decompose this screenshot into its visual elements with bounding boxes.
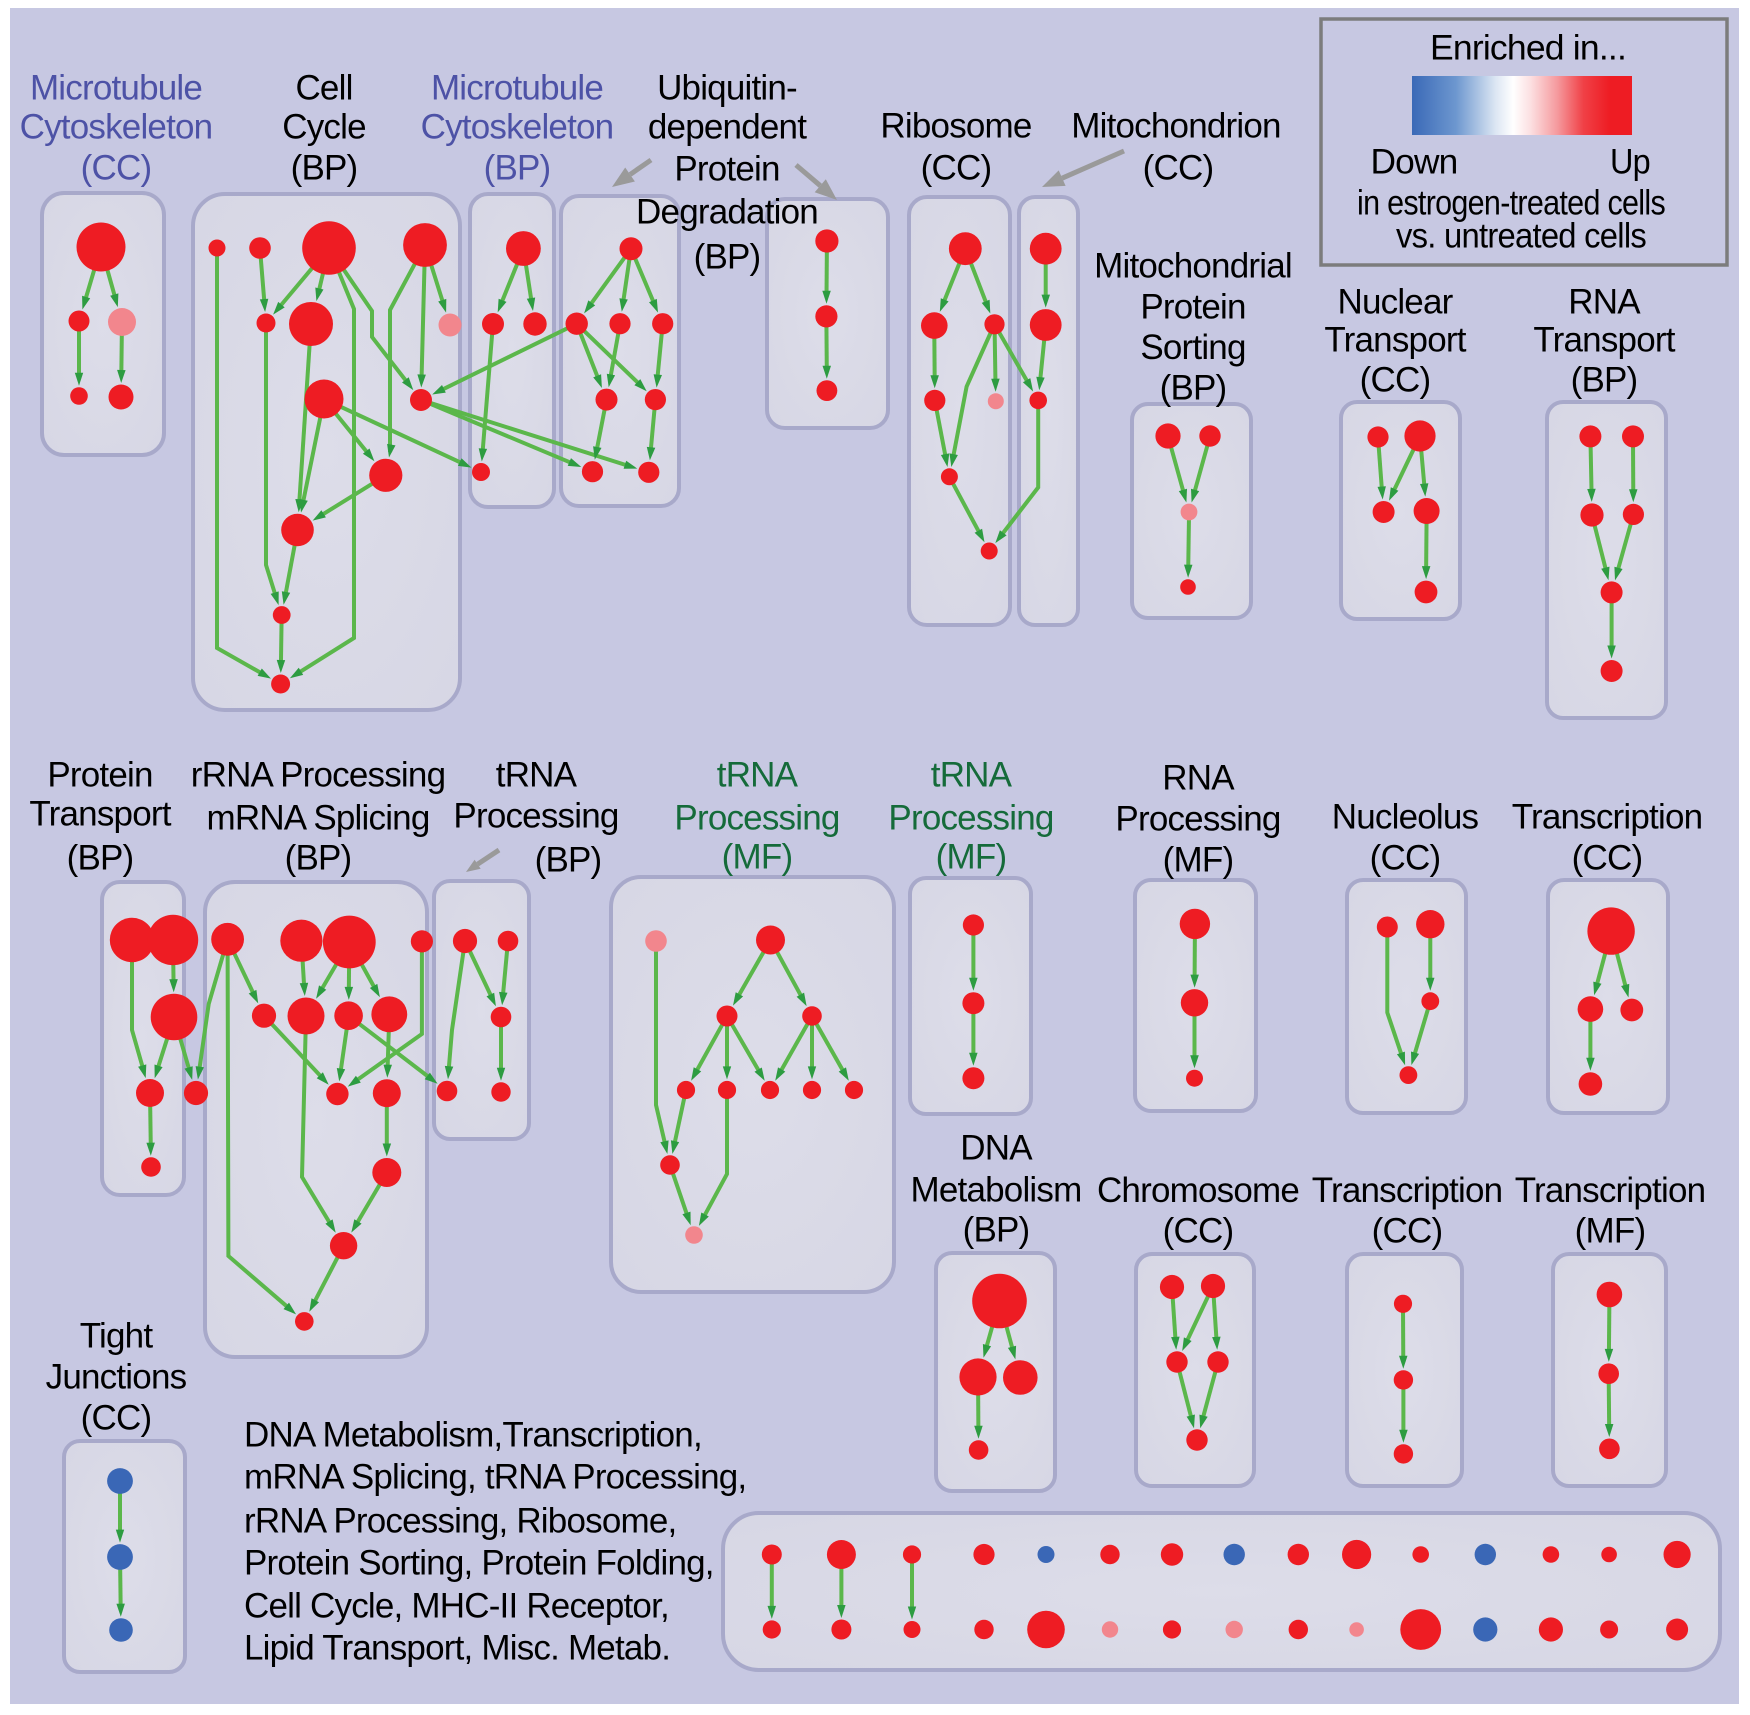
svg-text:RNA: RNA [1568,283,1641,322]
svg-text:Lipid Transport, Misc. Metab.: Lipid Transport, Misc. Metab. [244,1629,670,1668]
svg-text:Cycle: Cycle [282,108,366,147]
svg-text:Metabolism: Metabolism [911,1171,1082,1210]
svg-text:dependent: dependent [648,108,807,147]
svg-text:Protein: Protein [674,150,779,189]
svg-text:Microtubule: Microtubule [431,69,603,108]
svg-text:rRNA Processing: rRNA Processing [191,756,445,795]
svg-text:Degradation: Degradation [636,193,818,232]
svg-text:(MF): (MF) [1163,841,1234,880]
svg-text:Transcription: Transcription [1515,1171,1706,1210]
svg-text:Transport: Transport [1533,321,1675,360]
svg-text:(CC): (CC) [1360,361,1431,400]
svg-text:DNA Metabolism,Transcription,: DNA Metabolism,Transcription, [244,1416,702,1455]
svg-text:Ubiquitin-: Ubiquitin- [657,69,797,108]
svg-text:mRNA Splicing: mRNA Splicing [206,799,429,838]
svg-text:Transport: Transport [1324,321,1466,360]
svg-text:(BP): (BP) [291,149,358,188]
svg-text:(MF): (MF) [1575,1212,1646,1251]
svg-text:Enriched in...: Enriched in... [1430,29,1626,68]
svg-text:(BP): (BP) [67,839,134,878]
svg-text:(CC): (CC) [1370,839,1441,878]
svg-text:tRNA: tRNA [717,756,799,795]
svg-text:Protein Sorting, Protein Foldi: Protein Sorting, Protein Folding, [244,1544,714,1583]
svg-text:Chromosome: Chromosome [1097,1171,1299,1210]
svg-text:Transcription: Transcription [1512,798,1703,837]
svg-text:Junctions: Junctions [46,1358,187,1397]
svg-text:Down: Down [1371,143,1458,182]
svg-text:(BP): (BP) [285,839,352,878]
svg-text:Mitochondrion: Mitochondrion [1071,107,1280,146]
svg-text:(MF): (MF) [936,838,1007,877]
svg-text:vs. untreated cells: vs. untreated cells [1396,217,1646,256]
svg-text:Processing: Processing [1115,800,1280,839]
svg-text:Processing: Processing [888,799,1053,838]
svg-text:(BP): (BP) [1160,369,1227,408]
svg-text:Ribosome: Ribosome [880,107,1031,146]
svg-text:RNA: RNA [1162,759,1235,798]
svg-text:Cell: Cell [295,69,352,108]
svg-text:(CC): (CC) [1163,1212,1234,1251]
svg-text:Sorting: Sorting [1140,328,1245,367]
svg-text:tRNA: tRNA [496,756,578,795]
svg-text:(BP): (BP) [963,1211,1030,1250]
svg-text:Transport: Transport [29,795,171,834]
svg-text:(CC): (CC) [81,149,152,188]
svg-text:(CC): (CC) [921,149,992,188]
svg-text:rRNA Processing, Ribosome,: rRNA Processing, Ribosome, [244,1502,676,1541]
svg-text:Processing: Processing [453,797,618,836]
svg-text:Up: Up [1610,143,1650,182]
svg-text:Nucleolus: Nucleolus [1332,798,1479,837]
svg-text:Nuclear: Nuclear [1337,283,1453,322]
svg-text:Cell Cycle, MHC-II Receptor,: Cell Cycle, MHC-II Receptor, [244,1587,669,1626]
svg-text:Mitochondrial: Mitochondrial [1094,247,1292,286]
svg-text:(BP): (BP) [484,149,551,188]
svg-text:(BP): (BP) [1571,361,1638,400]
svg-text:Protein: Protein [1140,288,1245,327]
svg-text:(CC): (CC) [81,1399,152,1438]
svg-text:(MF): (MF) [722,838,793,877]
svg-text:Protein: Protein [47,756,152,795]
svg-text:Cytoskeleton: Cytoskeleton [421,108,614,147]
svg-text:Tight: Tight [80,1317,154,1356]
svg-text:(CC): (CC) [1572,839,1643,878]
svg-text:Cytoskeleton: Cytoskeleton [20,108,213,147]
svg-text:in estrogen-treated cells: in estrogen-treated cells [1357,184,1665,223]
svg-text:DNA: DNA [960,1129,1033,1168]
svg-text:mRNA Splicing, tRNA Processing: mRNA Splicing, tRNA Processing, [244,1458,746,1497]
svg-text:(BP): (BP) [535,841,602,880]
svg-text:(BP): (BP) [694,238,761,277]
svg-text:Microtubule: Microtubule [30,69,202,108]
svg-text:tRNA: tRNA [931,756,1013,795]
svg-text:Transcription: Transcription [1312,1171,1503,1210]
svg-text:(CC): (CC) [1372,1212,1443,1251]
svg-text:Processing: Processing [674,799,839,838]
svg-text:(CC): (CC) [1143,149,1214,188]
